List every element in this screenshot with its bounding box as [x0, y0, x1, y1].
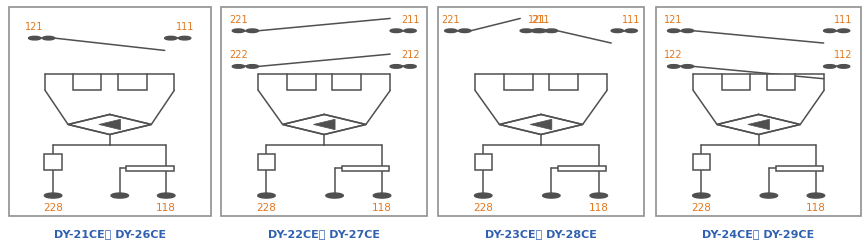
Circle shape	[44, 193, 62, 198]
Text: 121: 121	[664, 15, 683, 25]
Circle shape	[520, 29, 532, 32]
Circle shape	[545, 29, 557, 32]
Bar	[558, 166, 606, 171]
Polygon shape	[531, 119, 551, 130]
Circle shape	[807, 193, 825, 198]
Polygon shape	[68, 114, 151, 135]
Circle shape	[111, 193, 128, 198]
Circle shape	[681, 29, 694, 32]
Circle shape	[326, 193, 343, 198]
Circle shape	[693, 193, 710, 198]
Circle shape	[474, 193, 492, 198]
Circle shape	[534, 29, 546, 32]
Circle shape	[668, 65, 680, 68]
Circle shape	[179, 36, 191, 40]
Circle shape	[404, 65, 416, 68]
Bar	[550, 74, 577, 90]
Circle shape	[668, 29, 680, 32]
Circle shape	[681, 65, 694, 68]
Circle shape	[531, 29, 544, 32]
Text: 228: 228	[43, 203, 63, 213]
Bar	[287, 74, 316, 90]
Text: 228: 228	[473, 203, 493, 213]
Text: DY-21CE， DY-26CE: DY-21CE， DY-26CE	[54, 229, 166, 239]
Bar	[44, 154, 62, 170]
Bar	[656, 7, 861, 216]
Circle shape	[838, 65, 850, 68]
Text: 118: 118	[589, 203, 609, 213]
Bar	[257, 154, 275, 170]
Text: 112: 112	[834, 50, 853, 60]
Text: 222: 222	[229, 50, 248, 60]
Circle shape	[246, 65, 258, 68]
Circle shape	[590, 193, 608, 198]
Text: 228: 228	[691, 203, 711, 213]
Circle shape	[374, 193, 391, 198]
Text: 212: 212	[401, 50, 420, 60]
Circle shape	[543, 193, 560, 198]
Text: 211: 211	[531, 15, 550, 25]
Text: DY-22CE， DY-27CE: DY-22CE， DY-27CE	[268, 229, 381, 239]
Circle shape	[445, 29, 457, 32]
Text: 121: 121	[528, 15, 547, 25]
Circle shape	[29, 36, 41, 40]
Bar	[776, 166, 824, 171]
Text: DY-23CE， DY-28CE: DY-23CE， DY-28CE	[485, 229, 597, 239]
Circle shape	[625, 29, 637, 32]
Bar	[438, 7, 644, 216]
Circle shape	[232, 29, 244, 32]
Text: 221: 221	[441, 15, 460, 25]
Text: 111: 111	[175, 22, 194, 32]
Text: 221: 221	[229, 15, 248, 25]
Bar	[474, 154, 492, 170]
Text: 118: 118	[156, 203, 176, 213]
Polygon shape	[314, 119, 335, 130]
Circle shape	[390, 65, 402, 68]
Circle shape	[42, 36, 55, 40]
Text: 118: 118	[806, 203, 826, 213]
Bar	[342, 166, 389, 171]
Polygon shape	[748, 119, 769, 130]
Bar	[721, 74, 751, 90]
Text: 121: 121	[25, 22, 44, 32]
Bar	[505, 74, 532, 90]
Bar	[767, 74, 796, 90]
Circle shape	[158, 193, 175, 198]
Circle shape	[838, 29, 850, 32]
Polygon shape	[283, 114, 366, 135]
Bar	[73, 74, 101, 90]
Circle shape	[459, 29, 471, 32]
Bar	[221, 7, 427, 216]
Circle shape	[165, 36, 177, 40]
Text: DY-24CE， DY-29CE: DY-24CE， DY-29CE	[702, 229, 815, 239]
Text: 118: 118	[372, 203, 392, 213]
Circle shape	[824, 65, 836, 68]
Circle shape	[232, 65, 244, 68]
Bar	[118, 74, 147, 90]
Bar	[693, 154, 710, 170]
Circle shape	[257, 193, 275, 198]
Circle shape	[611, 29, 623, 32]
Polygon shape	[99, 119, 121, 130]
Text: 122: 122	[664, 50, 683, 60]
Circle shape	[390, 29, 402, 32]
Text: 211: 211	[401, 15, 420, 25]
Text: 228: 228	[257, 203, 277, 213]
Circle shape	[824, 29, 836, 32]
Circle shape	[404, 29, 416, 32]
Polygon shape	[717, 114, 800, 135]
Circle shape	[246, 29, 258, 32]
Bar	[9, 7, 211, 216]
Bar	[127, 166, 174, 171]
Bar	[333, 74, 362, 90]
Text: 111: 111	[834, 15, 853, 25]
Circle shape	[760, 193, 778, 198]
Text: 111: 111	[622, 15, 641, 25]
Polygon shape	[499, 114, 583, 135]
